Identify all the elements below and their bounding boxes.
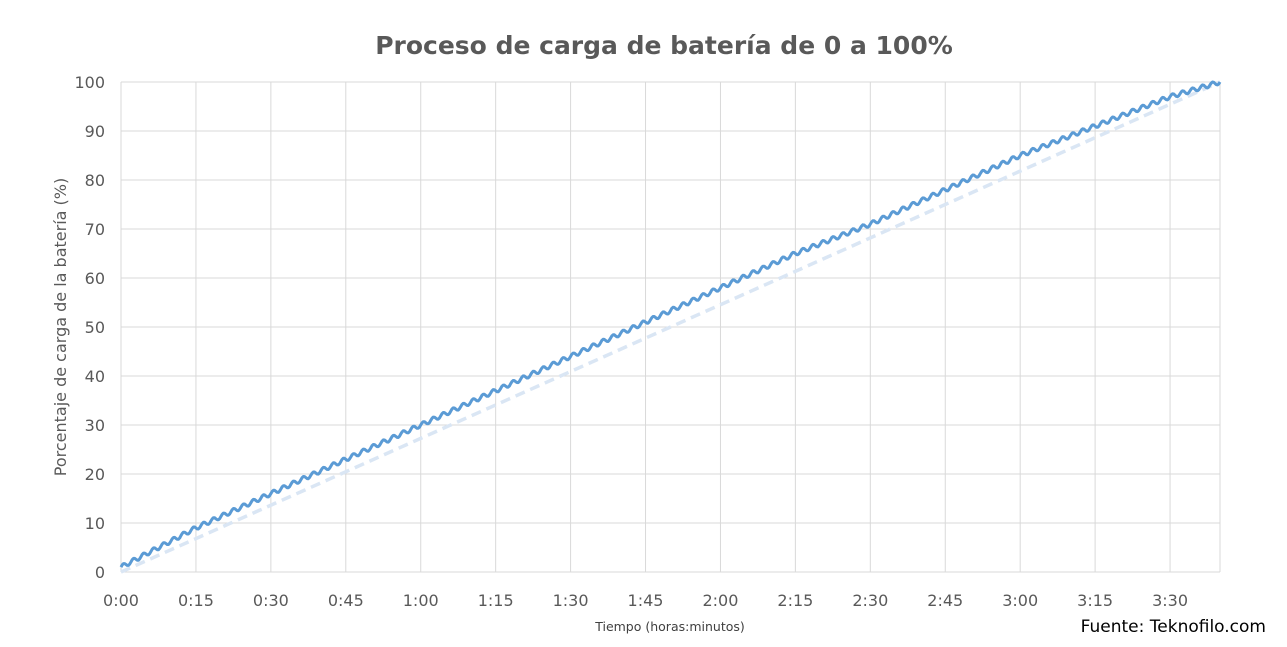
source-label: Fuente: Teknofilo.com	[1081, 617, 1266, 637]
x-tick-label: 2:30	[852, 591, 888, 610]
x-tick-label: 3:30	[1152, 591, 1188, 610]
chart-title: Proceso de carga de batería de 0 a 100%	[375, 31, 953, 60]
y-tick-label: 0	[95, 563, 105, 582]
series-line-charge	[119, 80, 1222, 568]
x-tick-label: 0:15	[178, 591, 214, 610]
series-group	[119, 80, 1222, 574]
x-tick-label: 2:00	[702, 591, 738, 610]
y-tick-label: 30	[85, 416, 105, 435]
series-line-reference	[120, 80, 1221, 574]
x-tick-label: 2:45	[927, 591, 963, 610]
x-axis-ticks: 0:00 0:15 0:30 0:45 1:00 1:15 1:30 1:45 2:00 2:15…	[103, 591, 1188, 610]
y-tick-label: 100	[74, 73, 105, 92]
y-tick-label: 90	[85, 122, 105, 141]
x-tick-label: 3:00	[1002, 591, 1038, 610]
y-axis-ticks: 0 10 20 30 40 50 60 70 80 90 100	[74, 73, 105, 582]
x-tick-label: 0:30	[253, 591, 289, 610]
x-tick-label: 0:00	[103, 591, 139, 610]
x-tick-label: 1:45	[628, 591, 664, 610]
y-tick-label: 50	[85, 318, 105, 337]
x-tick-label: 3:15	[1077, 591, 1113, 610]
y-tick-label: 20	[85, 465, 105, 484]
y-tick-label: 60	[85, 269, 105, 288]
y-axis-label: Porcentaje de carga de la batería (%)	[51, 178, 70, 476]
grid	[120, 81, 1221, 573]
x-tick-label: 1:00	[403, 591, 439, 610]
y-tick-label: 10	[85, 514, 105, 533]
x-tick-label: 1:15	[478, 591, 514, 610]
y-tick-label: 70	[85, 220, 105, 239]
x-tick-label: 2:15	[777, 591, 813, 610]
y-tick-label: 40	[85, 367, 105, 386]
x-tick-label: 1:30	[553, 591, 589, 610]
y-tick-label: 80	[85, 171, 105, 190]
x-axis-label: Tiempo (horas:minutos)	[594, 619, 745, 634]
x-tick-label: 0:45	[328, 591, 364, 610]
